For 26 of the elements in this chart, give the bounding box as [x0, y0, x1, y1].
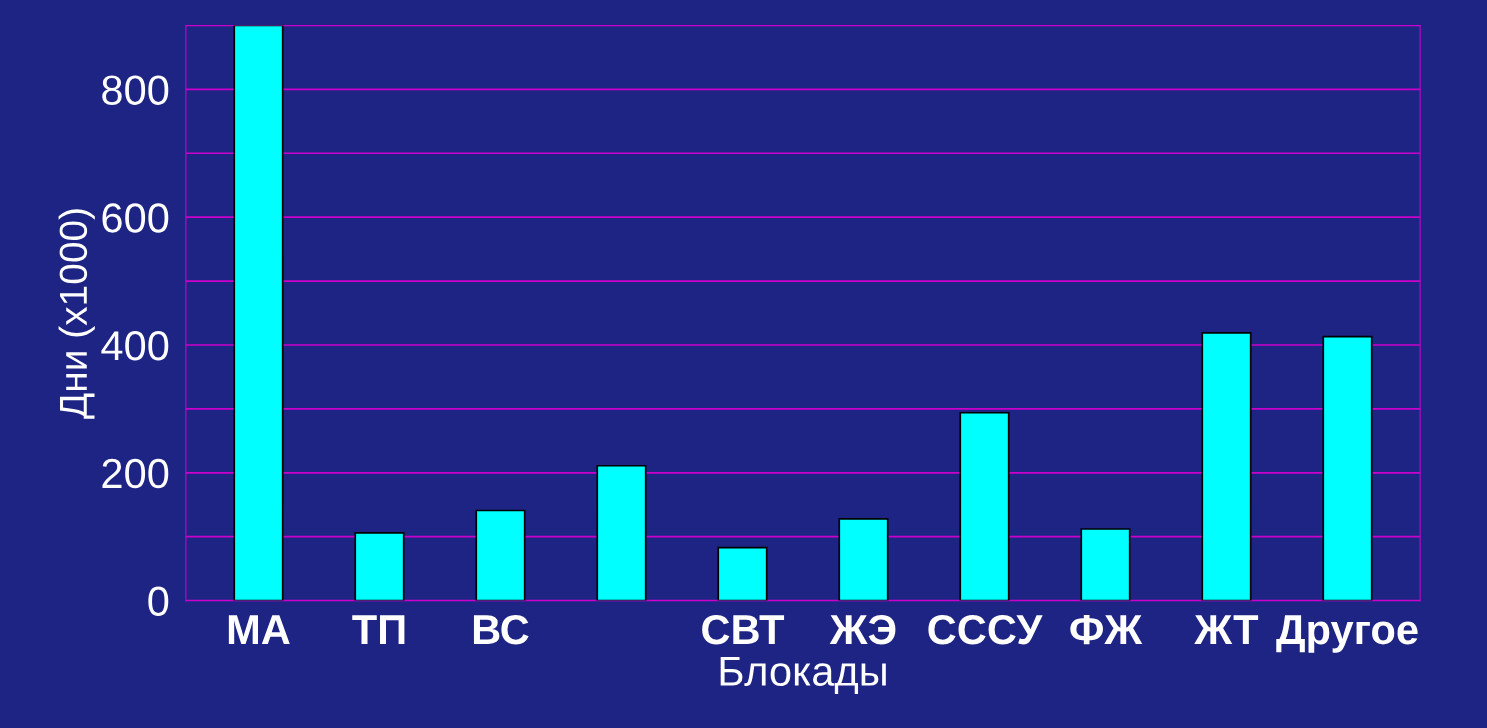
x-tick-label: СВТ — [702, 614, 785, 645]
bar — [233, 25, 284, 601]
y-tick-label: 0 — [148, 586, 169, 617]
x-tick-label: ФЖ — [1070, 615, 1143, 645]
x-tick-label: СССУ — [928, 614, 1043, 645]
x-tick-label: ВС — [473, 614, 529, 645]
bar — [717, 546, 768, 601]
x-tick-label: ЖТ — [1194, 615, 1259, 644]
bar — [1201, 332, 1252, 601]
x-tick-label: ТП — [352, 615, 405, 644]
bar — [838, 517, 889, 601]
x-tick-label: ЖЭ — [829, 614, 896, 645]
bar — [354, 532, 405, 601]
bar — [596, 464, 647, 601]
y-tick-label: 600 — [102, 203, 169, 233]
bar — [959, 411, 1010, 601]
bar — [1080, 528, 1131, 601]
x-axis-title: Блокады — [720, 656, 886, 694]
y-tick-label: 200 — [102, 458, 169, 489]
y-tick-label: 400 — [101, 330, 169, 361]
y-axis-title: Дни (x1000) — [58, 209, 95, 419]
bar — [1322, 335, 1373, 601]
x-tick-label: МА — [228, 615, 290, 644]
bar — [475, 509, 526, 601]
y-tick-label: 800 — [102, 75, 169, 105]
x-tick-label: Другое — [1276, 615, 1418, 653]
